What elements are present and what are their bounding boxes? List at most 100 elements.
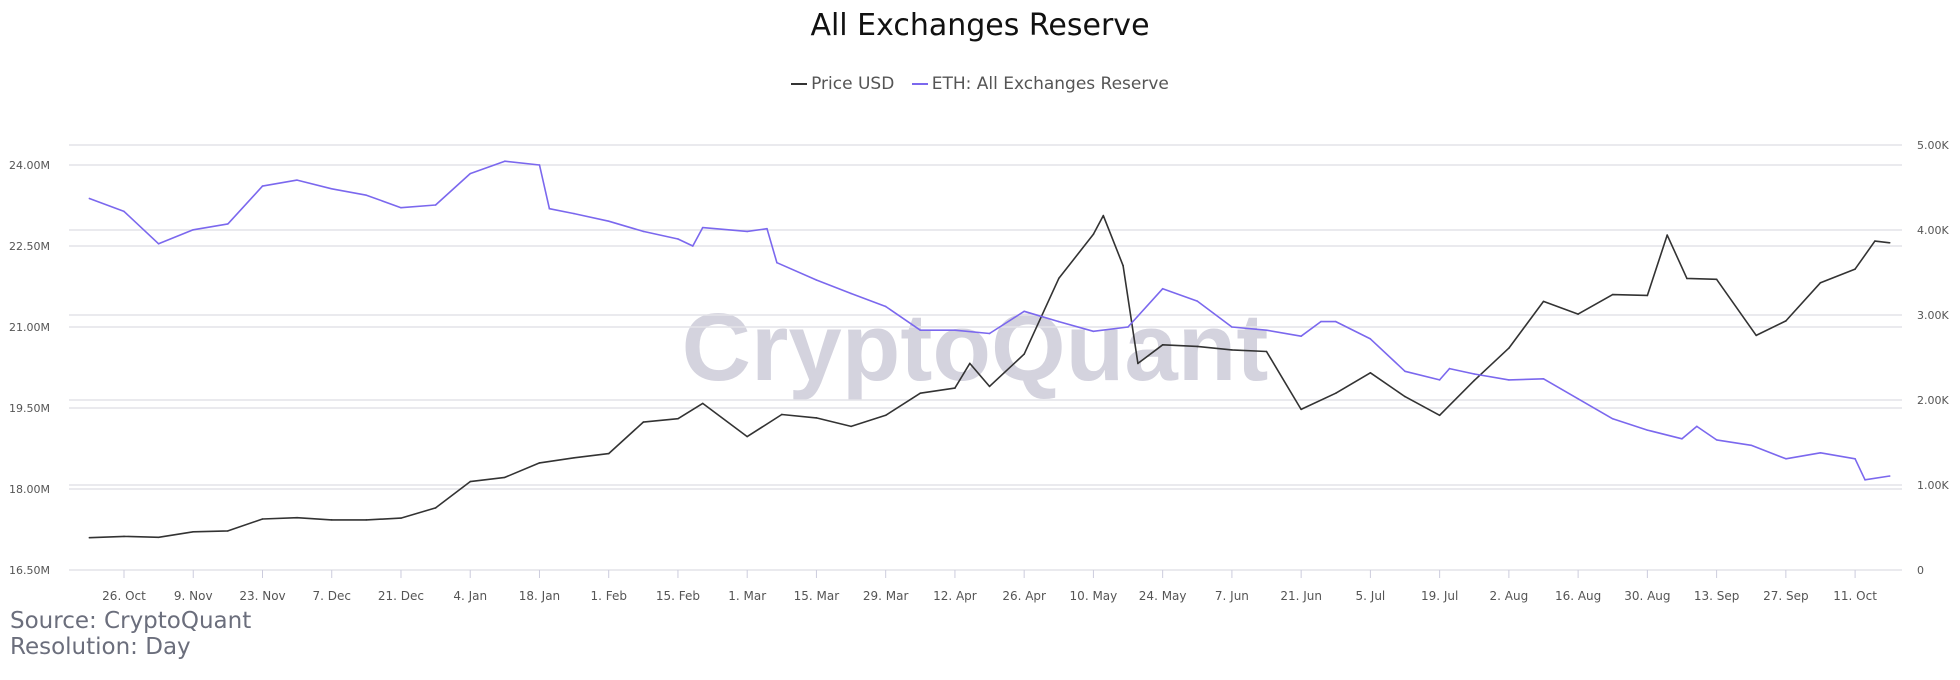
price-point [988, 385, 991, 388]
left-tick-label: 18.00M [9, 483, 50, 496]
price-point [677, 417, 679, 420]
price-point [1854, 268, 1856, 270]
reserve-point [1646, 429, 1649, 431]
reserve-point [1438, 379, 1441, 381]
reserve-point [434, 204, 437, 206]
reserve-point [1092, 330, 1095, 333]
price-point [1196, 345, 1199, 348]
chart-title: All Exchanges Reserve [810, 8, 1150, 43]
reserve-point [701, 226, 704, 229]
reserve-point [919, 329, 922, 332]
price-point [1542, 300, 1545, 303]
reserve-point [1161, 287, 1164, 290]
legend-label-reserve: ETH: All Exchanges Reserve [931, 74, 1169, 94]
reserve-point [261, 185, 264, 187]
price-point [884, 414, 887, 417]
price-point [1369, 372, 1372, 374]
reserve-point [954, 329, 956, 332]
price-point [573, 457, 575, 459]
legend-item-price[interactable]: Price USD [791, 74, 894, 94]
legend-item-reserve[interactable]: ETH: All Exchanges Reserve [911, 74, 1169, 94]
x-tick-label: 27. Sep [1763, 589, 1809, 603]
x-tick-label: 12. Apr [933, 589, 977, 603]
price-point [746, 435, 748, 438]
price-point [1300, 408, 1302, 411]
reserve-point [746, 230, 748, 233]
reserve-point [1542, 378, 1545, 380]
price-point [850, 425, 852, 428]
reserve-point [1750, 444, 1753, 447]
x-tick-label: 26. Oct [102, 589, 146, 603]
price-point [1231, 349, 1233, 351]
price-point [1023, 353, 1025, 355]
price-point [607, 452, 610, 455]
x-tick-label: 7. Jun [1215, 589, 1249, 603]
reserve-point [815, 279, 818, 281]
price-point [1611, 293, 1614, 296]
price-point [701, 402, 704, 405]
price-point [1686, 277, 1688, 280]
price-point [88, 536, 91, 539]
reserve-point [1577, 398, 1579, 400]
reserve-point [548, 207, 551, 210]
price-point [1819, 281, 1822, 284]
x-tick-label: 29. Mar [863, 589, 909, 603]
x-tick-label: 11. Oct [1833, 589, 1877, 603]
legend-label-price: Price USD [811, 74, 895, 94]
reserve-point [691, 245, 694, 247]
reserve-point [1864, 479, 1866, 481]
price-point [538, 462, 541, 464]
left-tick-label: 19.50M [9, 402, 50, 415]
series-line-exchange-reserve[interactable] [89, 160, 1890, 481]
price-point [1092, 233, 1095, 236]
reserve-point [1715, 439, 1718, 441]
x-tick-label: 16. Aug [1555, 589, 1601, 603]
price-point [781, 413, 783, 416]
price-point [434, 507, 437, 509]
price-point [157, 536, 160, 539]
price-point [1404, 395, 1406, 398]
x-tick-label: 9. Nov [174, 589, 213, 603]
x-tick-label: 26. Apr [1002, 589, 1046, 603]
price-point [227, 530, 229, 532]
x-tick-label: 10. May [1070, 589, 1118, 603]
x-tick-label: 21. Dec [378, 589, 424, 603]
reserve-point [504, 160, 506, 163]
price-point [1102, 214, 1105, 217]
price-point [1888, 241, 1891, 244]
reserve-point [884, 305, 887, 308]
legend-swatch-reserve [911, 83, 928, 85]
reserve-point [192, 229, 195, 231]
reserve-point [1300, 335, 1302, 337]
reserve-point [1404, 370, 1406, 373]
price-point [954, 387, 956, 389]
reserve-point [766, 227, 768, 230]
price-point [1715, 278, 1718, 281]
x-tick-label: 1. Feb [590, 589, 627, 603]
x-tick-label: 18. Jan [519, 589, 560, 603]
x-tick-label: 24. May [1139, 589, 1187, 603]
price-point [1666, 234, 1668, 236]
reserve-point [850, 292, 852, 295]
reserve-point [1888, 475, 1891, 477]
reserve-point [573, 212, 575, 215]
price-point [296, 516, 298, 519]
reserve-point [1369, 338, 1372, 340]
reserve-point [1231, 326, 1233, 328]
left-tick-label: 22.50M [9, 240, 50, 253]
left-tick-label: 24.00M [9, 159, 50, 172]
reserve-point [1320, 320, 1322, 323]
price-point [1161, 343, 1164, 346]
reserve-point [677, 238, 679, 240]
reserve-point [1681, 437, 1683, 440]
x-tick-label: 4. Jan [453, 589, 487, 603]
right-tick-label: 5.00K [1917, 139, 1949, 152]
price-point [1874, 240, 1876, 242]
x-tick-label: 15. Mar [794, 589, 840, 603]
price-point [919, 392, 922, 395]
right-tick-label: 4.00K [1917, 224, 1949, 237]
reserve-point [1057, 320, 1060, 323]
source-label: Source: CryptoQuant [10, 608, 252, 634]
reserve-point [1023, 310, 1025, 313]
